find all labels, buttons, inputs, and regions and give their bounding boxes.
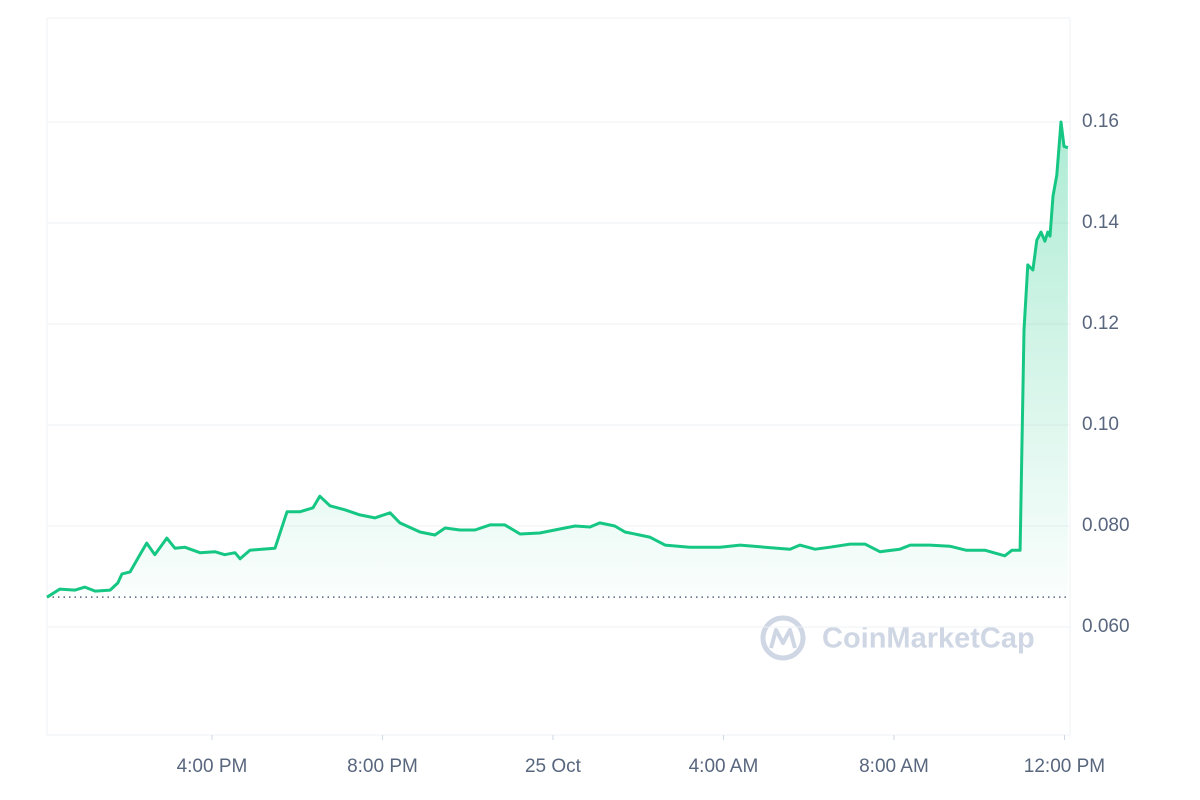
area-fill bbox=[47, 122, 1068, 598]
y-tick-label: 0.16 bbox=[1082, 111, 1119, 132]
x-tick-label: 8:00 AM bbox=[859, 756, 929, 777]
plot-frame bbox=[46, 17, 1071, 736]
x-tick-label: 25 Oct bbox=[525, 756, 582, 777]
x-tick-label: 12:00 PM bbox=[1024, 756, 1105, 777]
y-tick-label: 0.14 bbox=[1082, 212, 1119, 233]
x-tick-label: 8:00 PM bbox=[347, 756, 418, 777]
x-tick-label: 4:00 PM bbox=[177, 756, 248, 777]
x-tick-label: 4:00 AM bbox=[689, 756, 759, 777]
y-tick-label: 0.060 bbox=[1082, 616, 1130, 637]
y-tick-label: 0.080 bbox=[1082, 515, 1130, 536]
price-line bbox=[46, 120, 1069, 599]
y-tick-label: 0.10 bbox=[1082, 414, 1119, 435]
watermark-logo bbox=[760, 615, 806, 661]
y-tick-label: 0.12 bbox=[1082, 313, 1119, 334]
watermark: CoinMarketCap bbox=[822, 623, 1035, 655]
